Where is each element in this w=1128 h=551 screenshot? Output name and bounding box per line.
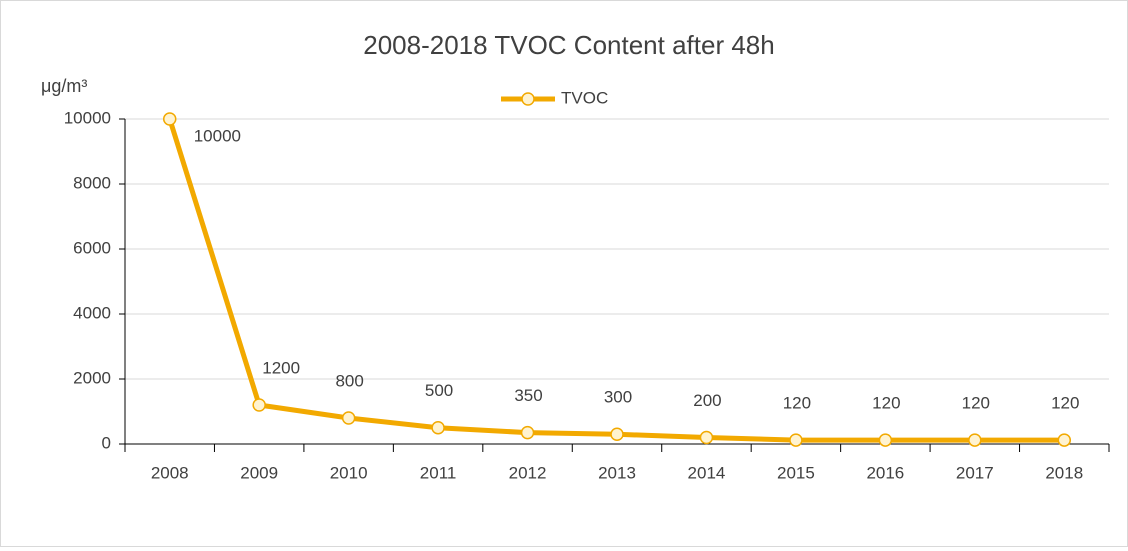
data-label: 350 (514, 386, 542, 405)
legend-marker (521, 92, 535, 106)
marker (610, 427, 624, 441)
marker (699, 430, 714, 445)
x-tick-label: 2016 (866, 463, 904, 482)
x-tick-label: 2013 (598, 463, 636, 482)
x-tick-label: 2012 (509, 463, 547, 482)
x-tick-label: 2010 (330, 463, 368, 482)
y-tick-label: 10000 (64, 108, 111, 127)
marker (968, 433, 982, 447)
x-tick-label: 2011 (420, 463, 457, 482)
y-axis-label: μg/m³ (41, 76, 87, 96)
x-tick-label: 2009 (240, 463, 278, 482)
marker (1057, 433, 1072, 447)
marker (162, 112, 177, 126)
data-label: 120 (872, 394, 900, 413)
y-tick-label: 8000 (73, 173, 111, 192)
legend-label: TVOC (561, 88, 608, 107)
data-label: 10000 (194, 126, 241, 145)
y-tick-label: 6000 (73, 238, 111, 257)
marker (878, 433, 893, 447)
marker (520, 425, 535, 440)
x-tick-label: 2018 (1045, 463, 1083, 482)
y-tick-label: 2000 (73, 368, 111, 387)
data-label: 1200 (262, 358, 300, 377)
x-tick-label: 2017 (956, 463, 994, 482)
marker (341, 411, 356, 425)
y-tick-label: 4000 (73, 303, 111, 322)
marker (431, 421, 445, 435)
x-tick-label: 2008 (151, 463, 189, 482)
x-tick-label: 2015 (777, 463, 815, 482)
data-label: 120 (962, 394, 990, 413)
marker (789, 433, 803, 447)
data-label: 800 (335, 371, 363, 390)
y-tick-label: 0 (102, 433, 111, 452)
data-label: 200 (693, 391, 721, 410)
data-label: 300 (604, 388, 632, 407)
data-label: 120 (1051, 394, 1079, 413)
marker (252, 398, 266, 412)
data-label: 120 (783, 394, 811, 413)
x-tick-label: 2014 (688, 463, 726, 482)
data-label: 500 (425, 381, 453, 400)
chart-title: 2008-2018 TVOC Content after 48h (363, 30, 774, 60)
